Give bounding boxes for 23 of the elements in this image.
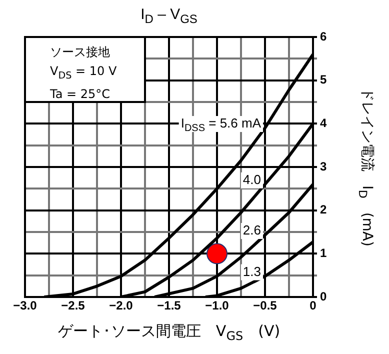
x-tick-label: −1.0 bbox=[205, 298, 230, 313]
y-tick-label: 0 bbox=[320, 289, 327, 304]
annotation: V$_{DS}$ = 10 V bbox=[50, 63, 118, 84]
x-tick-label: 0 bbox=[310, 298, 317, 313]
series-label: 2.6 bbox=[242, 222, 262, 238]
chart-title: I$_{D}$ – V$_{GS}$ bbox=[140, 6, 198, 26]
x-tick-label: −2.5 bbox=[61, 298, 86, 313]
y-tick-label: 3 bbox=[320, 159, 327, 174]
annotation: ソース接地 bbox=[50, 44, 111, 61]
y-tick-label: 4 bbox=[320, 116, 327, 130]
series-label: 1.3 bbox=[242, 264, 262, 279]
y-tick-label: 1 bbox=[320, 246, 327, 260]
x-tick-label: −3.0 bbox=[13, 298, 38, 313]
text: ゲート･ソース間電圧 V$_{GS}$ (V) bbox=[58, 322, 280, 343]
y-tick-label: 6 bbox=[320, 29, 327, 44]
annotation: Ta = 25°C bbox=[50, 86, 112, 104]
x-tick-label: −1.5 bbox=[157, 298, 182, 313]
x-tick-label: −2.0 bbox=[109, 298, 134, 313]
y-tick-label: 2 bbox=[320, 202, 327, 217]
series-label: 4.0 bbox=[242, 172, 262, 187]
y-tick-label: 5 bbox=[320, 72, 327, 87]
condition-box: ソース接地 V$_{DS}$ = 10 V Ta = 25°C bbox=[24, 36, 146, 103]
x-tick-label: −0.5 bbox=[253, 298, 278, 313]
